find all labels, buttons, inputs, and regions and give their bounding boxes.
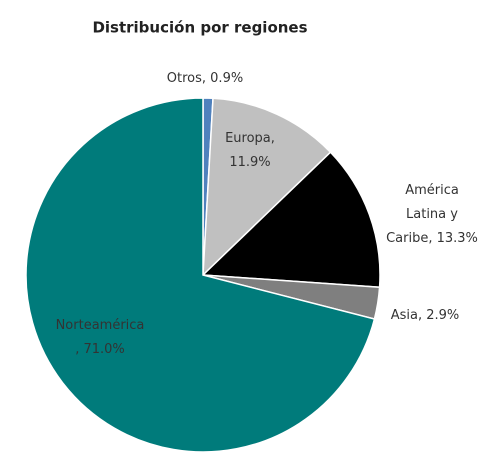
slice-label-line: Otros, 0.9% — [167, 71, 243, 86]
slice-label-line: Caribe, 13.3% — [386, 231, 478, 246]
slice-label: Norteamérica , 71.0% — [56, 318, 145, 357]
slice-label-line: Europa, — [225, 131, 275, 146]
pie-slice — [202, 97, 332, 277]
slice-label-line: Norteamérica — [56, 318, 145, 333]
pie-slice — [25, 97, 376, 452]
slice-label-line: América — [405, 183, 459, 198]
pie-slice — [201, 151, 381, 289]
slice-label: América Latina y Caribe, 13.3% — [386, 183, 478, 246]
slice-label-line: Asia, 2.9% — [391, 308, 460, 323]
slice-label: Otros, 0.9% — [167, 71, 243, 86]
slice-label-line: 11.9% — [229, 155, 270, 170]
slice-label-line: Latina y — [406, 207, 458, 222]
slice-label-line: , 71.0% — [75, 342, 125, 357]
chart-title: Distribución por regiones — [92, 19, 307, 37]
slice-label: Europa, 11.9% — [225, 131, 275, 170]
slice-label: Asia, 2.9% — [391, 308, 460, 323]
